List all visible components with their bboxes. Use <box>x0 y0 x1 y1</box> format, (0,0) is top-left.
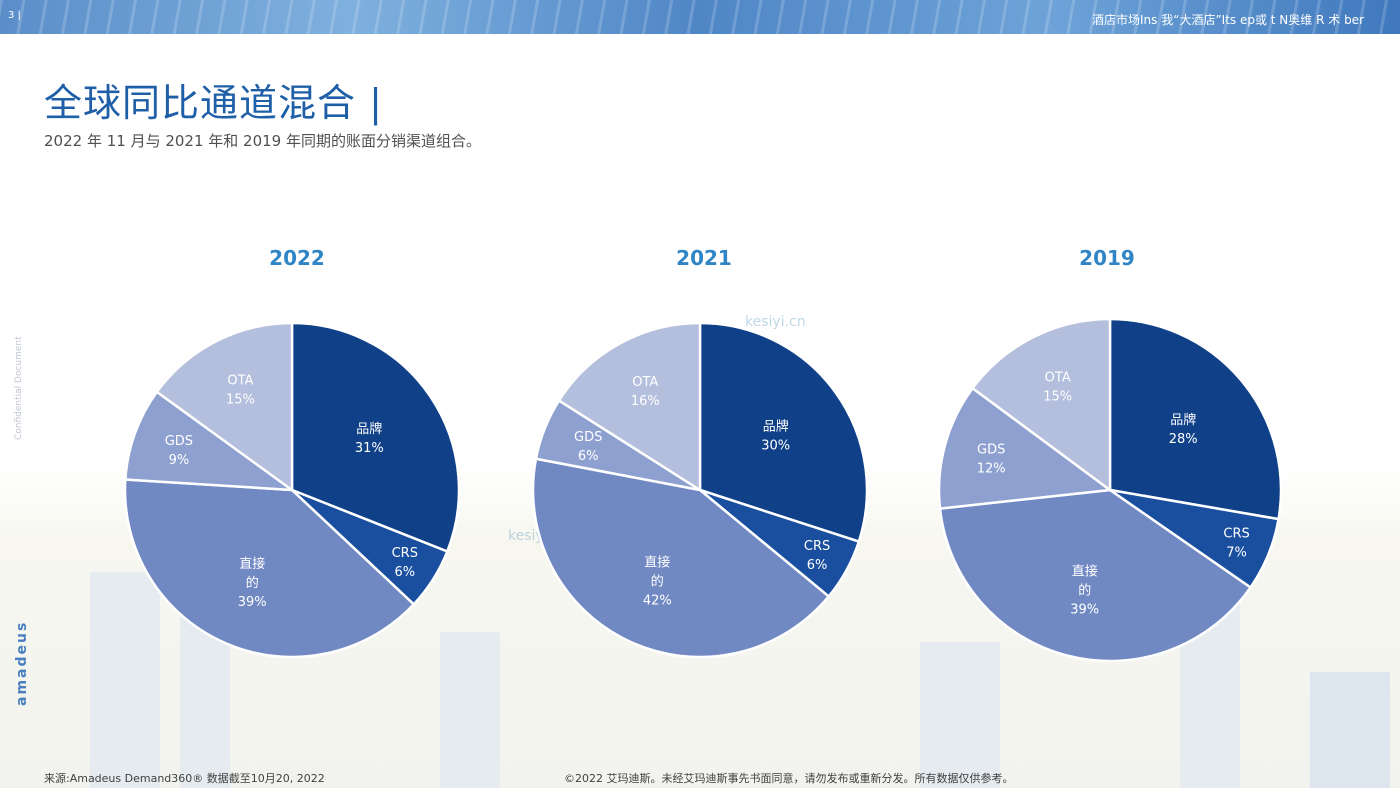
pie-slice-2021-2 <box>531 457 831 659</box>
slice-label-2021-2: 42% <box>643 594 672 609</box>
slice-label-2021-1: CRS <box>804 539 830 554</box>
slice-label-2021-2: 的 <box>651 574 664 590</box>
pie-slice-2019-2 <box>938 488 1253 663</box>
page-subtitle: 2022 年 11 月与 2021 年和 2019 年同期的账面分销渠道组合。 <box>44 132 481 150</box>
pie-slice-2022-2 <box>123 478 416 659</box>
building-shape <box>440 632 500 788</box>
slice-label-2022-4: 15% <box>226 392 255 407</box>
header-banner: 3 | 酒店市场Ins 我“大酒店”Its ep或 t N奥维 R 术 ber <box>0 0 1400 34</box>
banner-texture <box>0 0 1400 34</box>
footer-copyright: ©2022 艾玛迪斯。未经艾玛迪斯事先书面同意，请勿发布或重新分发。所有数据仅供… <box>564 772 1014 785</box>
pie-slice-2021-0 <box>698 321 869 544</box>
slice-label-2022-0: 31% <box>355 441 384 456</box>
slice-label-2021-0: 30% <box>761 439 790 454</box>
slice-label-2019-2: 39% <box>1070 602 1099 617</box>
slice-label-2022-4: OTA <box>227 373 253 388</box>
slice-label-2019-0: 28% <box>1169 432 1198 447</box>
pie-slice-2019-3 <box>937 386 1114 510</box>
page-title: 全球同比通道混合 | <box>44 81 383 125</box>
slice-label-2021-4: 16% <box>631 394 660 409</box>
pie-slice-2021-4 <box>557 321 702 493</box>
chart-title-2019: 2019 <box>1079 246 1135 270</box>
slice-label-2019-3: 12% <box>977 461 1006 476</box>
slice-label-2022-1: CRS <box>392 546 418 561</box>
banner-text: 酒店市场Ins 我“大酒店”Its ep或 t N奥维 R 术 ber <box>1092 13 1364 27</box>
slice-label-2019-0: 品牌 <box>1170 412 1196 428</box>
slice-label-2019-4: 15% <box>1043 390 1072 405</box>
watermark-text: kesiyi.cn <box>745 314 806 330</box>
building-shape <box>90 572 160 788</box>
slice-label-2022-2: 39% <box>238 595 267 610</box>
pie-slice-2022-4 <box>155 321 294 493</box>
pie-slice-2019-0 <box>1108 317 1283 521</box>
slice-label-2022-2: 的 <box>246 575 259 591</box>
slice-label-2019-1: CRS <box>1223 526 1249 541</box>
slice-label-2021-2: 直接 <box>644 555 670 571</box>
slice-label-2019-1: 7% <box>1226 545 1247 560</box>
footer-source: 来源:Amadeus Demand360® 数据截至10月20, 2022 <box>44 772 325 785</box>
chart-title-2021: 2021 <box>676 246 732 270</box>
pie-slice-2022-0 <box>290 321 461 554</box>
slice-label-2019-4: OTA <box>1045 371 1071 386</box>
slice-label-2021-4: OTA <box>632 375 658 390</box>
slice-label-2022-2: 直接 <box>239 556 265 572</box>
slice-label-2022-0: 品牌 <box>356 421 382 437</box>
chart-title-2022: 2022 <box>269 246 325 270</box>
slice-label-2019-3: GDS <box>977 442 1005 457</box>
slice-label-2019-2: 的 <box>1078 582 1091 598</box>
pie-2021: 品牌 30% CRS 6% 直接的 42% GDS 6% OTA 16% <box>531 321 869 659</box>
building-shape <box>920 642 1000 788</box>
slice-label-2022-1: 6% <box>394 565 415 580</box>
slice-label-2021-1: 6% <box>807 558 828 573</box>
slice-label-2019-2: 直接 <box>1072 563 1098 579</box>
slice-label-2021-3: 6% <box>578 449 599 464</box>
slice-label-2022-3: 9% <box>169 453 190 468</box>
slice-label-2022-3: GDS <box>165 434 193 449</box>
page-number: 3 | <box>8 10 21 21</box>
pie-slice-2019-4 <box>970 317 1112 493</box>
pie-2019: 品牌 28% CRS 7% 直接的 39% GDS 12% OTA 15% <box>937 317 1283 663</box>
pie-slice-2022-3 <box>124 390 297 492</box>
slice-label-2021-3: GDS <box>574 430 602 445</box>
slice-label-2021-0: 品牌 <box>763 419 789 435</box>
building-shape <box>1310 672 1390 788</box>
pie-2022: 品牌 31% CRS 6% 直接的 39% GDS 9% OTA 15% <box>123 321 461 659</box>
